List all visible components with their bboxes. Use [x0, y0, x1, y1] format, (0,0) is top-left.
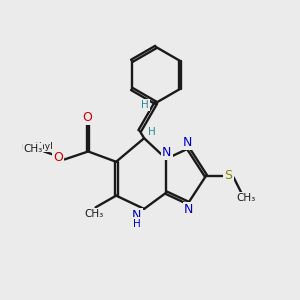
Text: H: H	[141, 100, 148, 110]
Text: N: N	[184, 203, 194, 216]
Text: methyl: methyl	[21, 142, 52, 151]
Text: S: S	[225, 169, 232, 182]
Text: CH₃: CH₃	[23, 143, 43, 154]
Text: O: O	[82, 110, 92, 124]
Text: N: N	[183, 136, 192, 148]
Text: N: N	[162, 146, 172, 159]
Text: CH₃: CH₃	[236, 193, 255, 203]
Text: O: O	[53, 152, 63, 164]
Text: N: N	[132, 209, 141, 222]
Text: H: H	[148, 127, 156, 137]
Text: CH₃: CH₃	[84, 209, 104, 219]
Text: H: H	[133, 219, 141, 229]
